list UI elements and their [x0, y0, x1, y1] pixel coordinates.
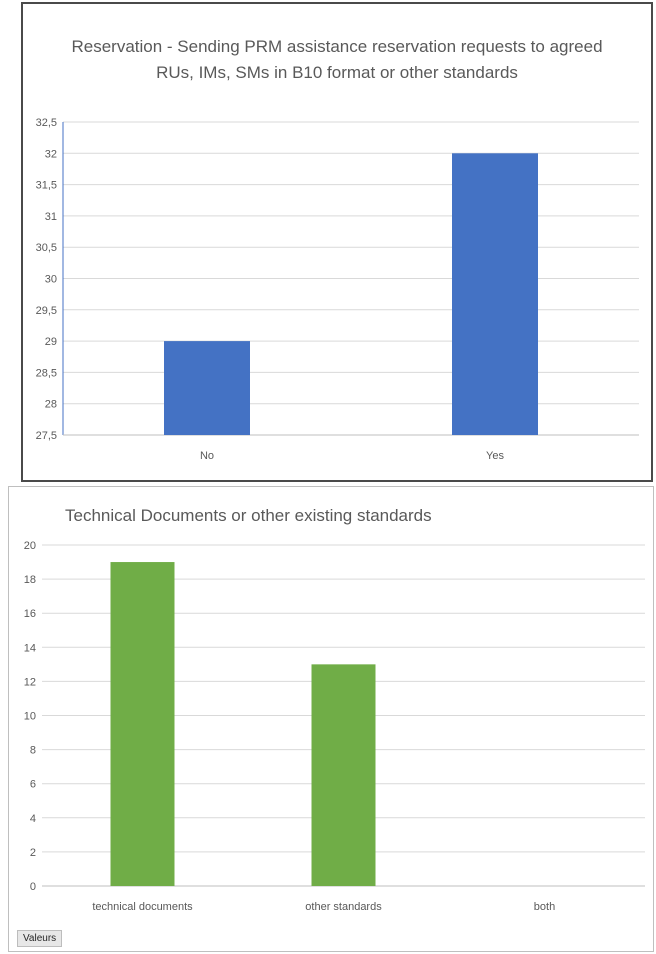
y-tick-label: 30: [45, 274, 57, 286]
y-tick-label: 10: [24, 711, 36, 723]
bar-yes: [452, 153, 538, 436]
bar-no: [164, 341, 250, 435]
x-tick-label: technical documents: [92, 901, 193, 913]
y-tick-label: 31: [45, 211, 57, 223]
chart-title: Reservation - Sending PRM assistance res…: [71, 37, 603, 82]
y-tick-label: 16: [24, 608, 36, 620]
chart-title: Technical Documents or other existing st…: [65, 506, 432, 525]
x-tick-label: other standards: [305, 901, 382, 913]
y-tick-label: 4: [30, 813, 36, 825]
bar-technical-documents: [110, 562, 175, 886]
y-tick-label: 28: [45, 399, 57, 411]
y-tick-label: 18: [24, 574, 36, 586]
bar-other-standards: [311, 664, 376, 886]
y-tick-label: 31,5: [36, 180, 57, 192]
y-tick-label: 28,5: [36, 367, 57, 379]
y-tick-label: 6: [30, 779, 36, 791]
y-tick-label: 29: [45, 336, 57, 348]
y-tick-label: 32: [45, 148, 57, 160]
y-tick-label: 27,5: [36, 430, 57, 442]
valeurs-field-button[interactable]: Valeurs: [17, 930, 63, 947]
chart-reservation: Reservation - Sending PRM assistance res…: [21, 2, 653, 482]
y-tick-label: 14: [24, 642, 36, 654]
chart-technical-documents-plot: 0 2 4 6 8 10 12 14 16 18 20 technical documents othe…: [24, 540, 645, 913]
y-tick-label: 12: [24, 676, 36, 688]
x-tick-label: No: [200, 450, 214, 462]
chart-reservation-plot: 27,5 28 28,5 29 29,5 30 30,5 31 31,5 32 32,5 No Yes: [36, 117, 639, 462]
y-tick-label: 30,5: [36, 242, 57, 254]
y-tick-label: 8: [30, 745, 36, 757]
y-tick-label: 29,5: [36, 305, 57, 317]
x-tick-label: Yes: [486, 450, 504, 462]
y-tick-label: 20: [24, 540, 36, 552]
y-tick-label: 32,5: [36, 117, 57, 129]
x-tick-label: both: [534, 901, 555, 913]
y-tick-label: 2: [30, 847, 36, 859]
y-tick-label: 0: [30, 881, 36, 893]
chart-technical-documents: Technical Documents or other existing st…: [8, 486, 654, 952]
